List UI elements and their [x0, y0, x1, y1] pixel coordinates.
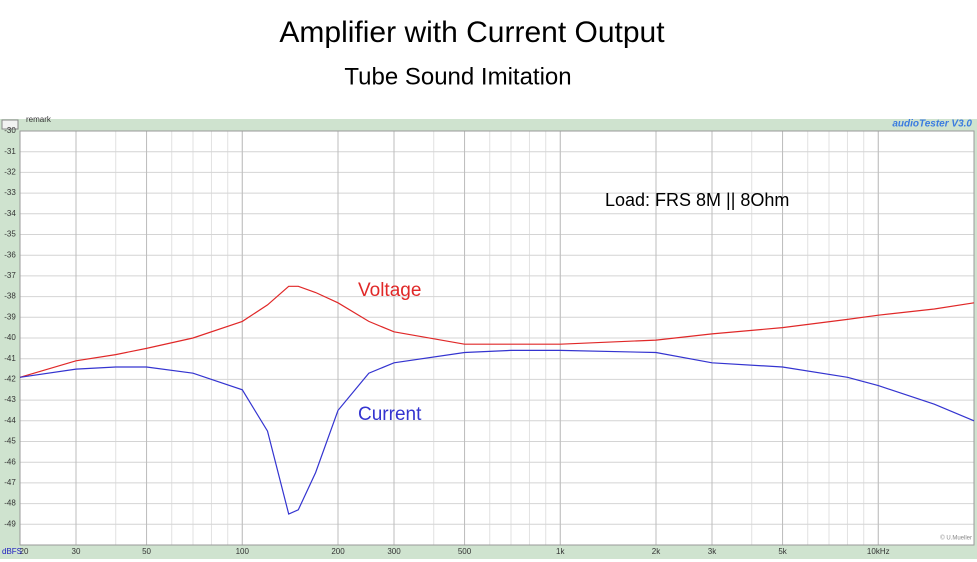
y-tick-label: -48 — [4, 499, 16, 508]
x-tick-label: 100 — [236, 547, 250, 556]
x-tick-label: 50 — [142, 547, 151, 556]
x-tick-label: 500 — [458, 547, 472, 556]
y-tick-label: -34 — [4, 209, 16, 218]
y-tick-label: -42 — [4, 375, 16, 384]
y-tick-label: -36 — [4, 250, 16, 259]
y-tick-label: -41 — [4, 354, 16, 363]
annotation: remark — [26, 115, 52, 124]
x-tick-label: 200 — [331, 547, 345, 556]
x-tick-label: 5k — [778, 547, 787, 556]
y-tick-label: -43 — [4, 395, 16, 404]
y-tick-label: -45 — [4, 437, 16, 446]
chart-subtitle: Tube Sound Imitation — [344, 63, 571, 90]
annotation: © U.Mueller — [940, 535, 972, 542]
x-tick-label: 20 — [20, 547, 29, 556]
annotation: Load: FRS 8M || 8Ohm — [605, 190, 789, 210]
legend-label: Current — [358, 404, 422, 425]
y-tick-label: -35 — [4, 230, 16, 239]
series-line — [19, 285, 975, 378]
y-tick-label: -44 — [4, 416, 16, 425]
x-tick-label: 2k — [652, 547, 661, 556]
y-tick-label: -32 — [4, 168, 16, 177]
y-tick-label: -39 — [4, 312, 16, 321]
y-tick-label: -38 — [4, 292, 16, 301]
x-tick-label: 300 — [387, 547, 401, 556]
plot-border — [19, 130, 975, 546]
annotation: audioTester V3.0 — [892, 119, 972, 130]
chart-title: Amplifier with Current Output — [279, 16, 665, 49]
y-tick-label: -49 — [4, 519, 16, 528]
x-tick-label: 30 — [72, 547, 81, 556]
x-tick-label: 1k — [556, 547, 565, 556]
menu-button[interactable] — [1, 119, 19, 130]
series-line — [19, 349, 975, 515]
y-tick-label: -33 — [4, 188, 16, 197]
y-tick-label: -47 — [4, 478, 16, 487]
y-tick-label: -37 — [4, 271, 16, 280]
y-tick-label: -40 — [4, 333, 16, 342]
x-tick-label: 3k — [708, 547, 717, 556]
y-tick-label: -31 — [4, 147, 16, 156]
y-tick-label: -30 — [4, 126, 16, 135]
legend-label: Voltage — [358, 280, 421, 301]
y-axis-label: dBFS — [2, 547, 22, 556]
x-tick-label: 10kHz — [867, 547, 890, 556]
y-tick-label: -46 — [4, 457, 16, 466]
